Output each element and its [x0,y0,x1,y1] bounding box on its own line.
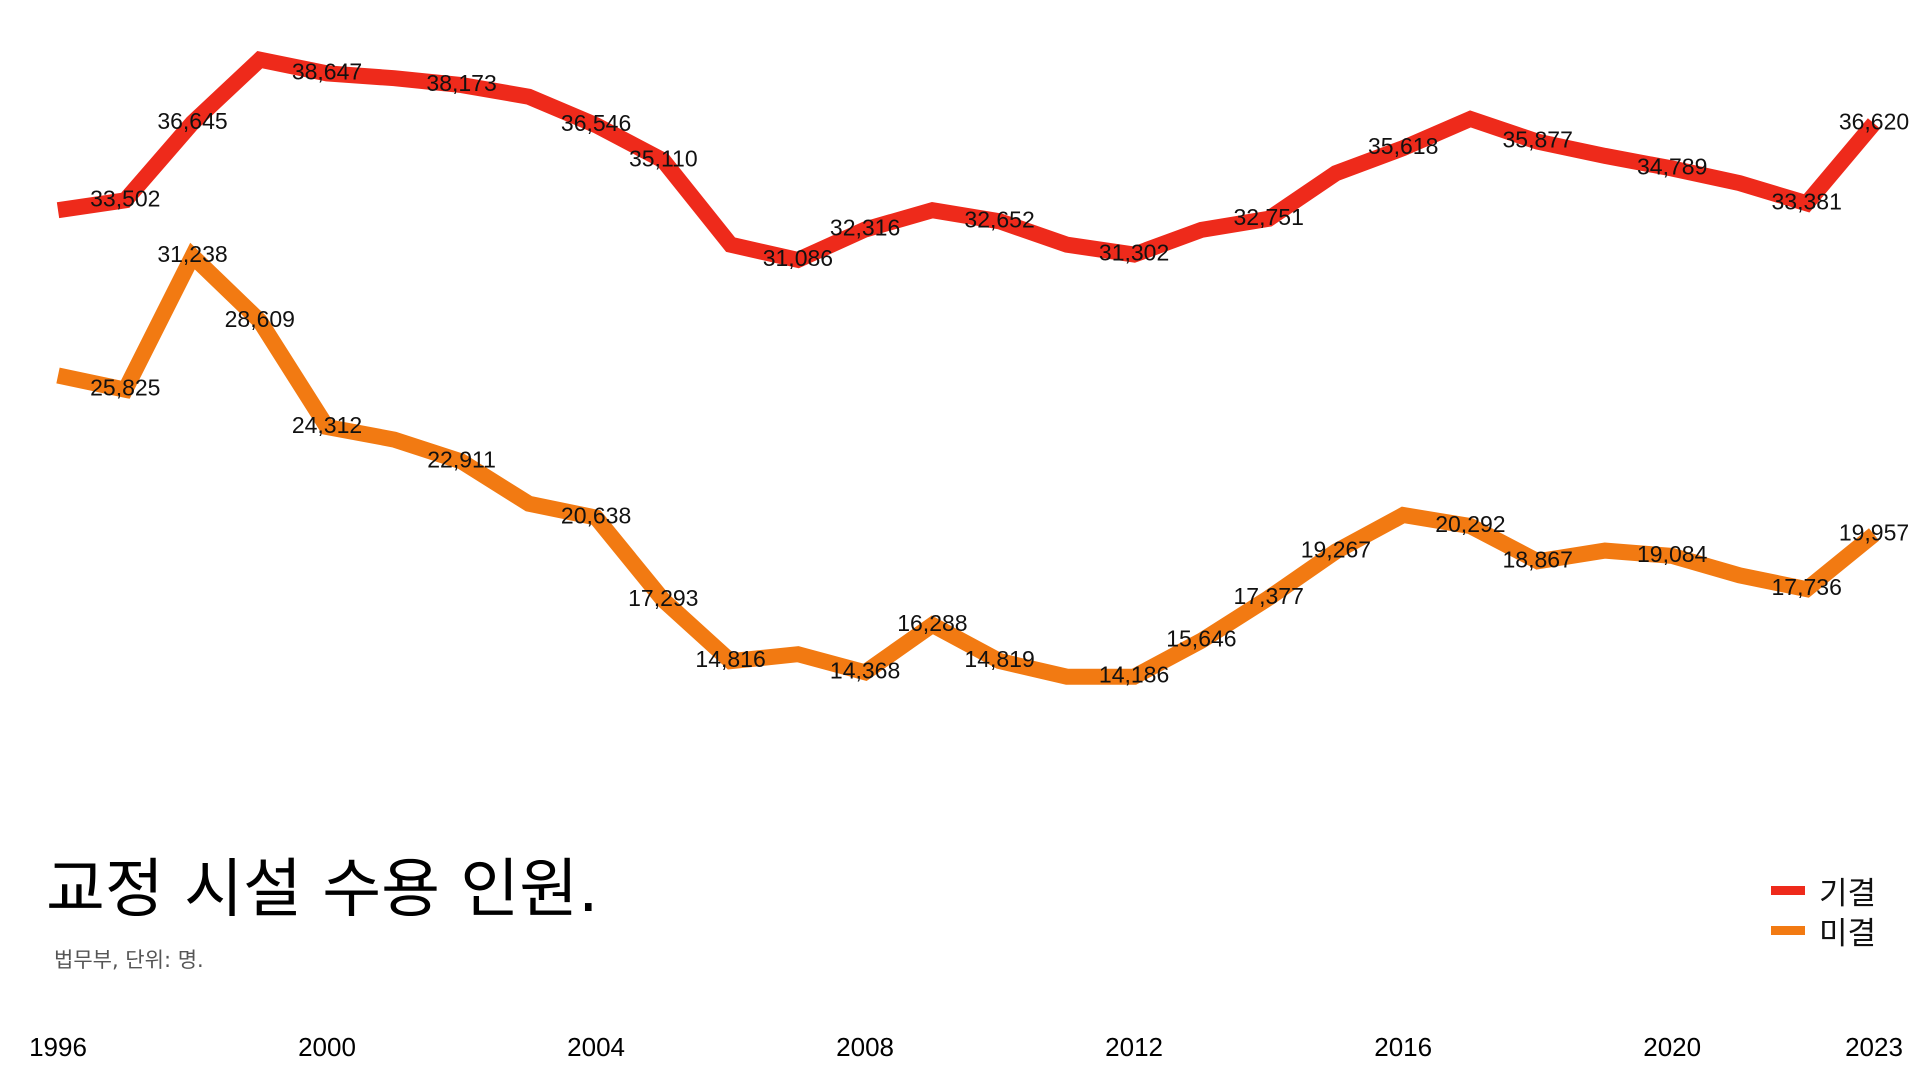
data-label: 35,877 [1503,127,1573,153]
x-tick-label: 2000 [298,1032,356,1062]
data-label: 32,751 [1234,204,1304,230]
data-label: 33,381 [1772,188,1842,214]
data-label: 33,502 [90,185,160,211]
data-label: 16,288 [897,610,967,636]
x-tick-label: 1996 [29,1032,87,1062]
data-label: 22,911 [427,447,496,473]
data-label: 24,312 [292,412,362,438]
legend-label-series-1: 미결 [1818,915,1876,952]
data-label: 19,957 [1839,519,1909,545]
data-label: 38,173 [426,70,496,96]
legend-label-series-0: 기결 [1818,875,1876,912]
data-label: 20,292 [1435,511,1505,537]
data-label: 15,646 [1166,626,1236,652]
x-tick-label: 2008 [836,1032,894,1062]
chart-subtitle: 법무부, 단위: 명. [54,948,204,972]
chart-title: 교정 시설 수용 인원. [46,853,599,927]
data-label: 19,084 [1637,541,1708,567]
x-tick-label: 2020 [1643,1032,1701,1062]
legend-item-series-1: 미결 [1770,910,1876,952]
data-label: 17,377 [1234,583,1304,609]
data-label: 14,186 [1099,662,1169,688]
data-label: 19,267 [1301,536,1371,562]
data-label: 20,638 [561,503,631,529]
data-label: 35,618 [1368,133,1438,159]
legend-swatch-series-0 [1770,885,1805,895]
x-tick-label: 2023 [1845,1032,1903,1062]
data-label: 28,609 [225,306,295,332]
x-tick-label: 2004 [567,1032,625,1062]
data-label: 14,816 [695,646,765,672]
x-tick-label: 2012 [1105,1032,1163,1062]
series-line-1 [56,242,1880,685]
data-label: 14,819 [964,646,1034,672]
data-label: 36,546 [561,110,631,136]
legend: 기결 미결 [1770,870,1876,952]
data-label: 14,368 [830,657,900,683]
data-label: 34,789 [1637,154,1707,180]
data-label: 36,645 [157,108,227,134]
data-label: 31,086 [763,245,833,271]
x-tick-label: 2016 [1374,1032,1432,1062]
data-label: 35,110 [629,146,698,172]
data-label: 31,238 [157,241,227,267]
series-line-0 [56,51,1881,269]
data-label: 31,302 [1099,240,1169,266]
data-label: 32,316 [830,215,900,241]
data-label: 36,620 [1839,108,1909,134]
legend-item-series-0: 기결 [1770,870,1876,912]
data-label: 25,825 [90,375,160,401]
legend-swatch-series-1 [1770,925,1805,935]
data-label: 38,647 [292,58,362,84]
data-label: 32,652 [964,206,1034,232]
data-label: 18,867 [1503,546,1573,572]
data-label: 17,293 [628,585,698,611]
data-label: 17,736 [1772,574,1842,600]
